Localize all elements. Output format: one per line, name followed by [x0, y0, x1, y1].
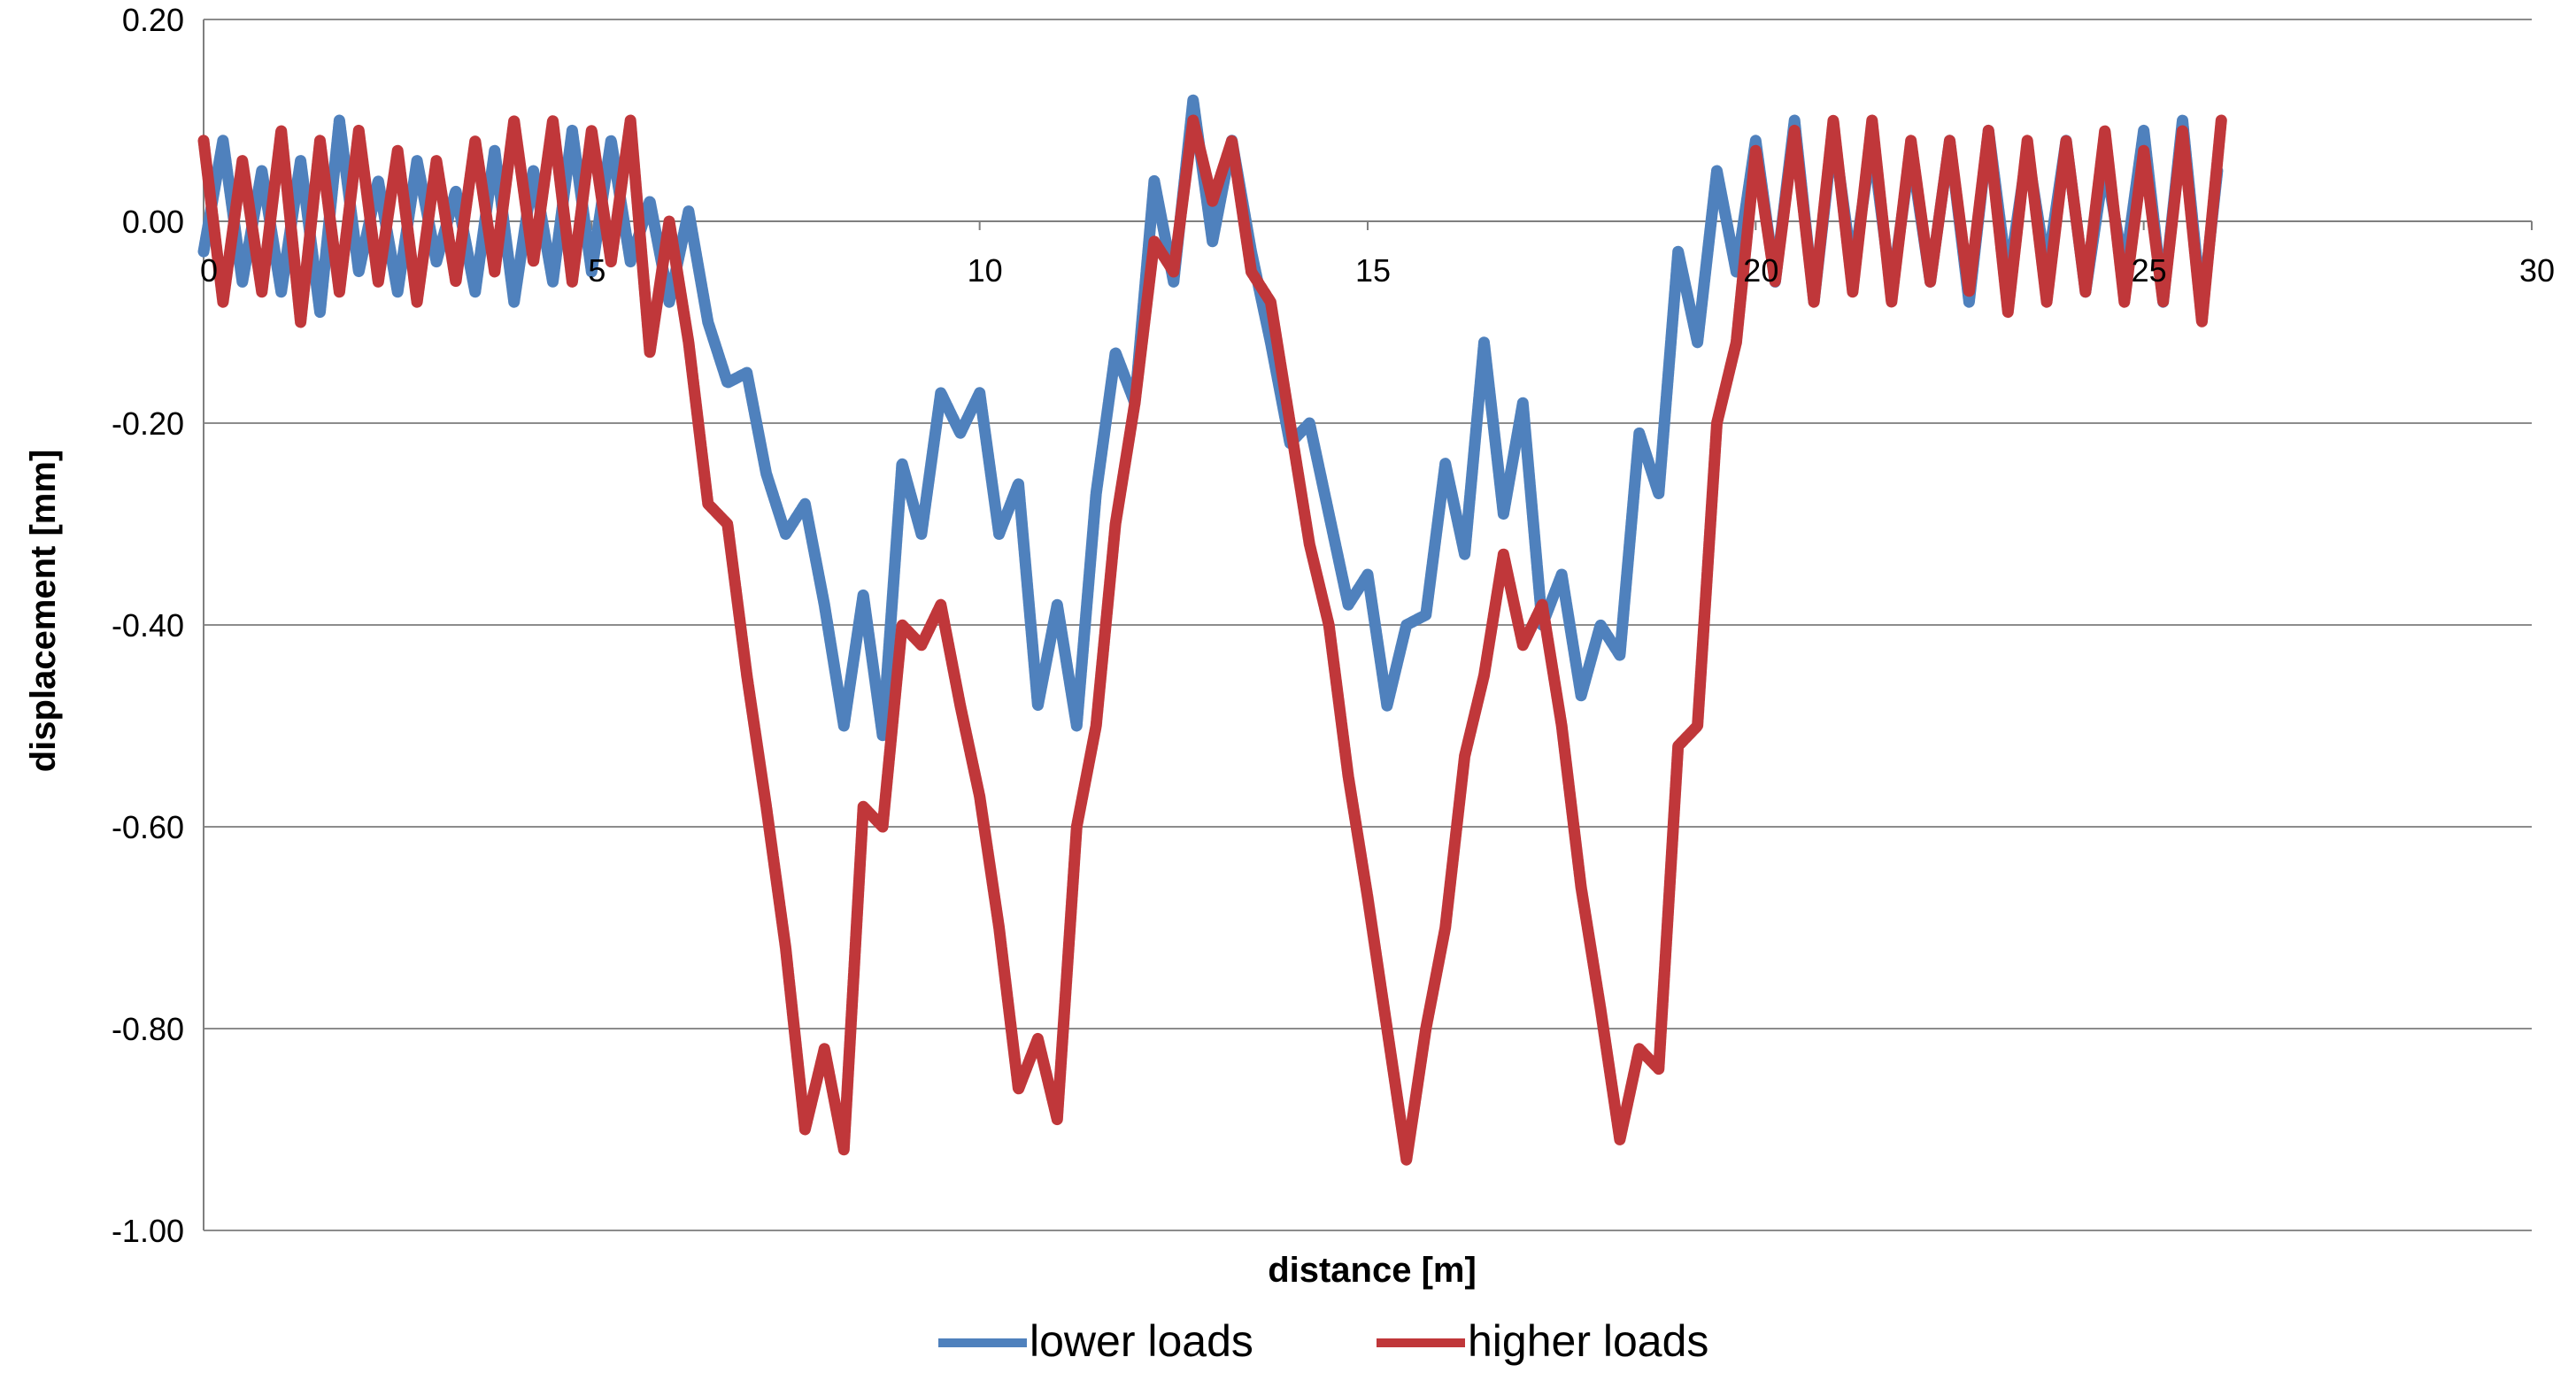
- x-tick-label: 15: [1355, 252, 1391, 289]
- y-tick-label: -0.80: [112, 1011, 184, 1047]
- x-tick-label: 0: [200, 252, 218, 289]
- x-axis-label: distance [m]: [1268, 1251, 1477, 1290]
- y-tick-label: -0.40: [112, 607, 184, 644]
- y-tick-label: 0.20: [122, 2, 184, 38]
- tick-labels: 0.20 0.00 -0.20 -0.40 -0.60 -0.80 -1.00 0 5 10 15 2…: [112, 2, 2555, 1249]
- y-tick-label: -1.00: [112, 1213, 184, 1249]
- series-lines: [197, 94, 2227, 1166]
- x-tick-label: 5: [588, 252, 605, 289]
- y-tick-label: 0.00: [122, 204, 184, 240]
- x-tick-label: 10: [968, 252, 1003, 289]
- x-tick-label: 30: [2519, 252, 2555, 289]
- y-tick-label: -0.20: [112, 405, 184, 442]
- y-tick-label: -0.60: [112, 809, 184, 845]
- y-axis-label: displacement [mm]: [24, 450, 63, 773]
- legend-label-higher-loads: higher loads: [1468, 1316, 1708, 1366]
- series-line-higher-loads: [197, 114, 2227, 1166]
- legend-label-lower-loads: lower loads: [1030, 1316, 1253, 1366]
- legend: lower loads higher loads: [938, 1316, 1708, 1366]
- x-tick-label: 20: [1743, 252, 1778, 289]
- x-tick-label: 25: [2132, 252, 2167, 289]
- gridlines: [204, 19, 2532, 1231]
